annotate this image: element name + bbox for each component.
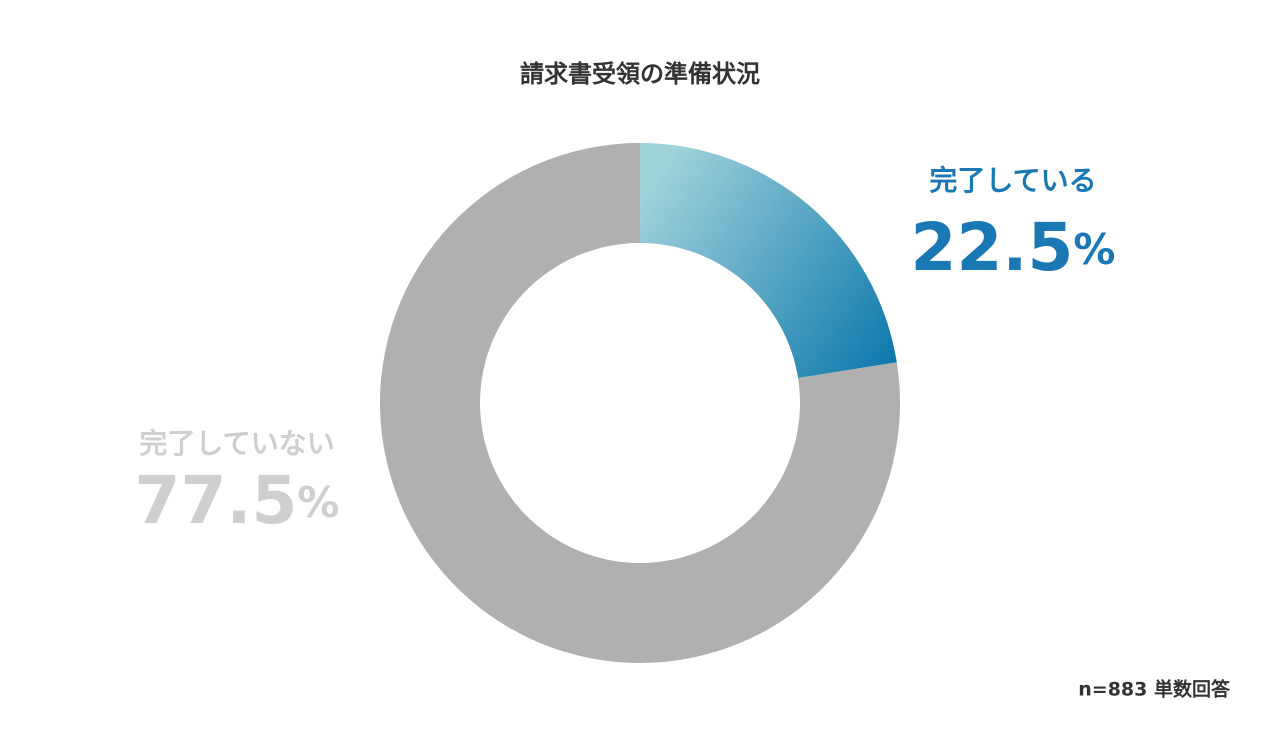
- donut-segment: [640, 143, 897, 378]
- donut-segment: [379, 143, 900, 664]
- note: n=883 単数回答: [1078, 678, 1231, 701]
- category-label: 完了している: [929, 164, 1096, 197]
- chart-title: 請求書受領の準備状況: [520, 60, 760, 88]
- value-label: 77.5%: [135, 462, 340, 539]
- value-label: 22.5%: [911, 209, 1116, 286]
- category-label: 完了していない: [139, 427, 334, 460]
